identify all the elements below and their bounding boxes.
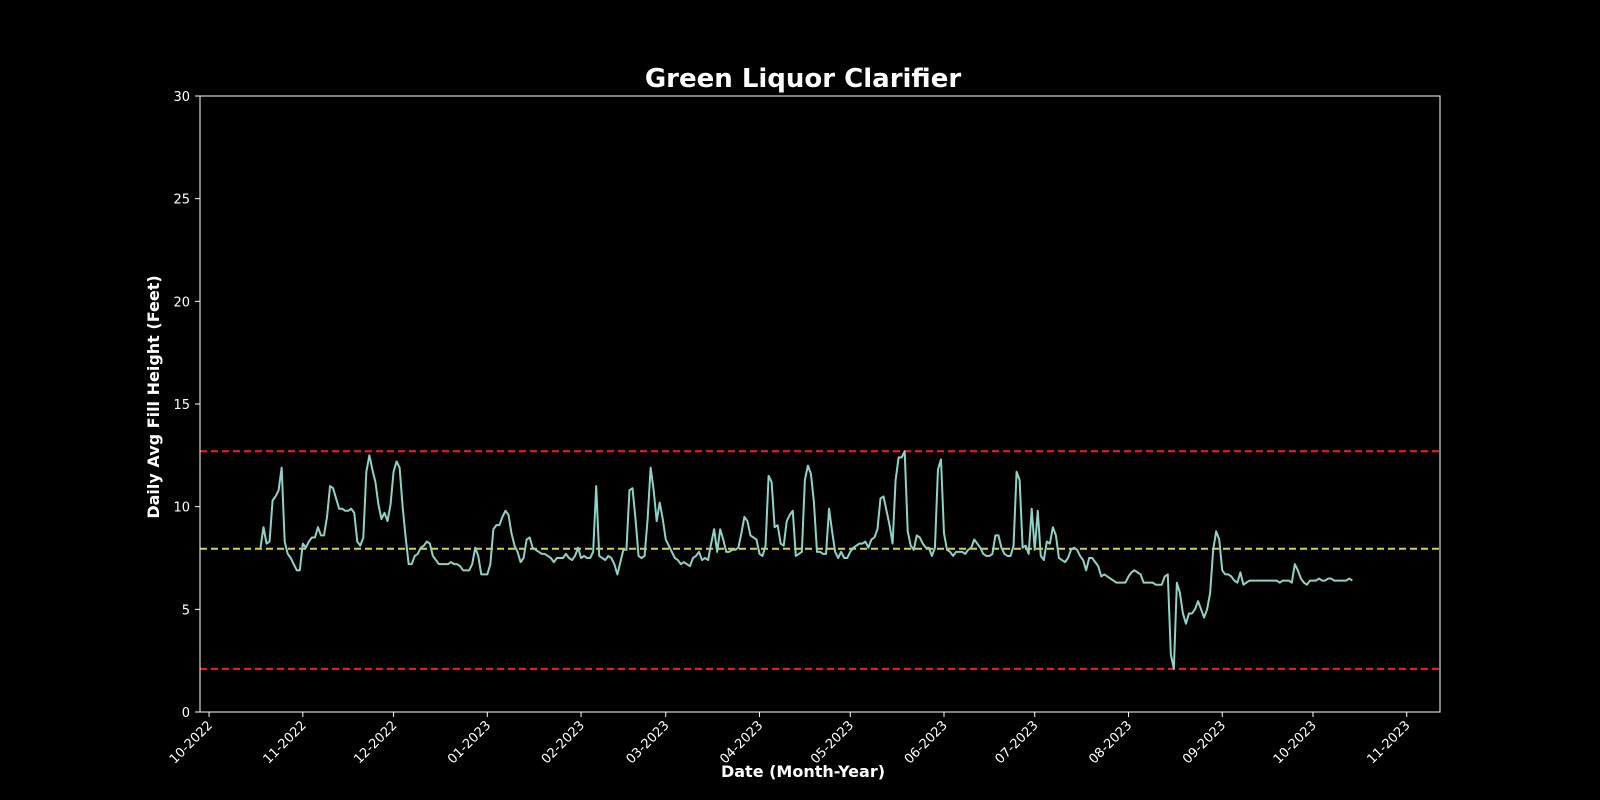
y-tick-label: 15 [173,398,190,413]
y-axis-label: Daily Avg Fill Height (Feet) [144,275,163,518]
y-tick-label: 30 [173,90,190,105]
x-axis-label: Date (Month-Year) [721,762,885,781]
y-tick-label: 25 [173,193,190,208]
y-tick-label: 5 [182,603,190,618]
y-tick-label: 20 [173,295,190,310]
series-line [259,450,1353,670]
y-tick-label: 10 [173,501,190,516]
y-tick-label: 0 [182,706,190,721]
chart-title: Green Liquor Clarifier [645,64,962,94]
